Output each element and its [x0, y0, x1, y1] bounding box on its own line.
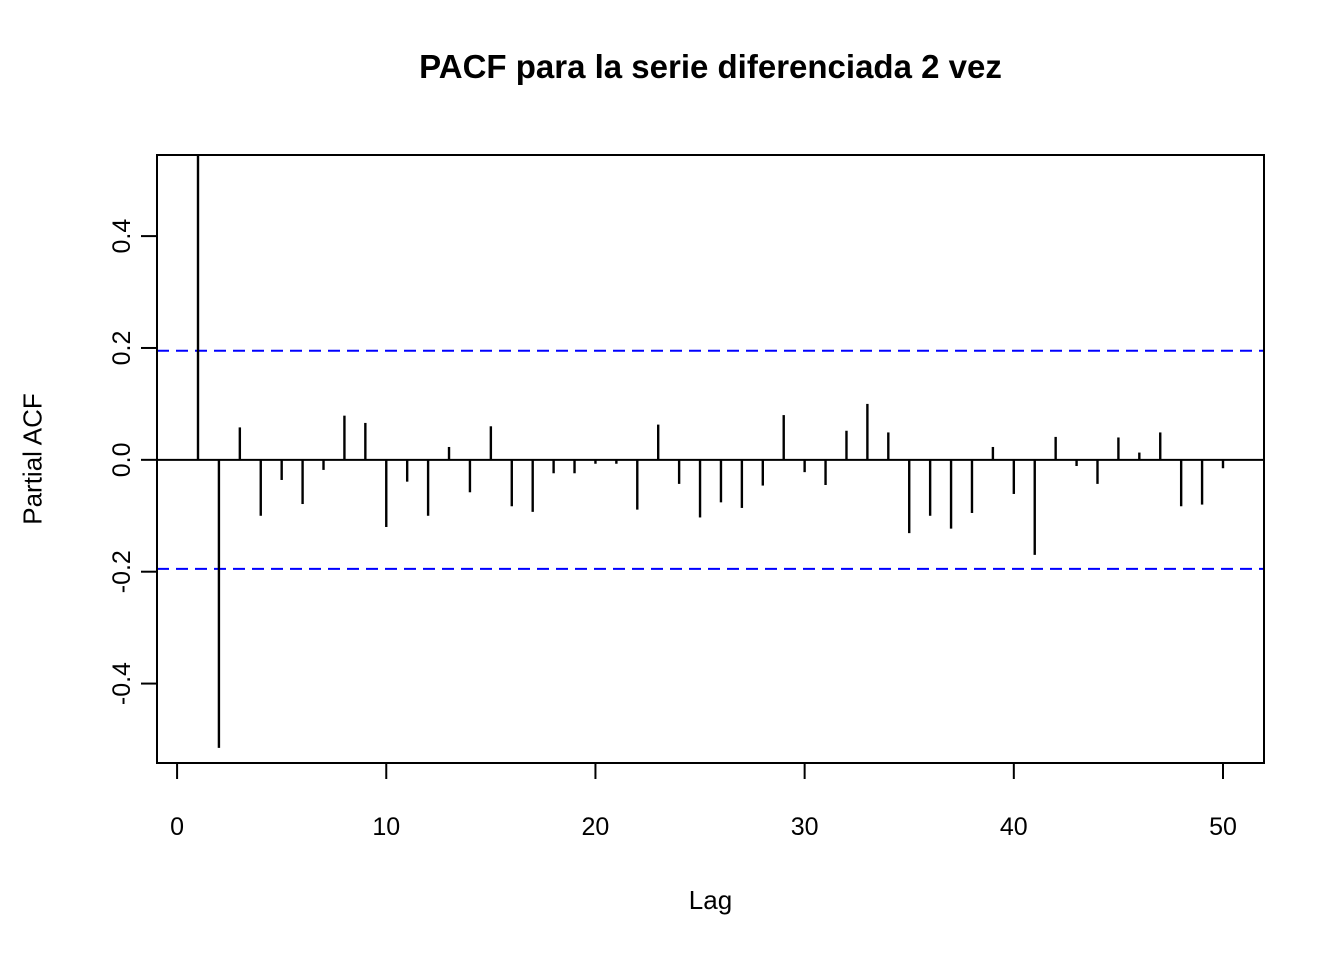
y-tick-label-0.2: 0.2 [108, 331, 136, 366]
x-tick-label-20: 20 [582, 813, 610, 841]
y-tick-label-0.0: 0.0 [108, 442, 136, 477]
y-tick-label--0.2: -0.2 [108, 550, 136, 593]
x-tick-label-10: 10 [372, 813, 400, 841]
y-tick-label--0.4: -0.4 [108, 662, 136, 705]
x-tick-label-30: 30 [791, 813, 819, 841]
x-axis-label: Lag [688, 885, 733, 915]
x-tick-label-40: 40 [1000, 813, 1028, 841]
x-tick-label-0: 0 [170, 813, 184, 841]
x-tick-label-50: 50 [1209, 813, 1237, 841]
y-tick-label-0.4: 0.4 [108, 219, 136, 254]
chart-title: PACF para la serie diferenciada 2 vez [419, 48, 1002, 85]
